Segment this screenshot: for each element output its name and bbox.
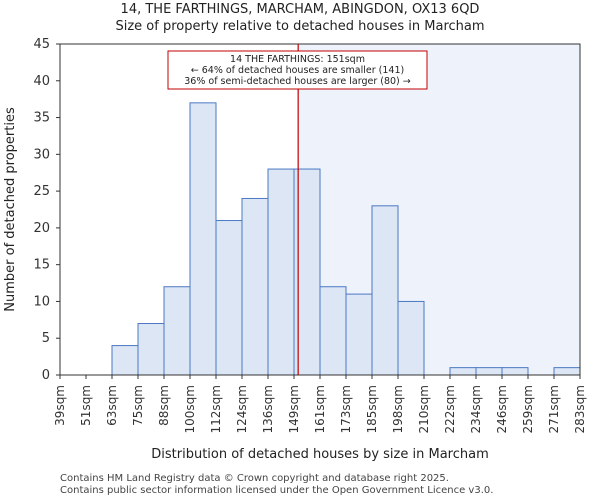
bar-198sqm: [397, 300, 425, 376]
chart-subtitle: Size of property relative to detached ho…: [115, 19, 485, 34]
y-tick-label: 30: [33, 147, 50, 162]
bar-112sqm: [215, 220, 243, 376]
annotation-box: [167, 50, 428, 90]
bar-222sqm: [449, 367, 477, 376]
x-tick-label: 39sqm: [53, 385, 67, 426]
bar-271sqm: [553, 367, 581, 376]
x-tick-label: 185sqm: [365, 385, 379, 433]
y-tick-label: 15: [33, 258, 50, 273]
footer-line-1: Contains HM Land Registry data © Crown c…: [60, 473, 449, 484]
x-tick-label: 75sqm: [131, 385, 145, 426]
y-tick-label: 5: [42, 331, 50, 346]
bar-88sqm: [163, 286, 191, 376]
x-tick-label: 246sqm: [495, 385, 509, 433]
x-tick-label: 100sqm: [183, 385, 197, 433]
y-axis-label: Number of detached properties: [3, 107, 18, 312]
y-tick-label: 20: [33, 221, 50, 236]
y-tick-label: 10: [33, 294, 50, 309]
y-tick-label: 25: [33, 184, 50, 199]
bar-100sqm: [189, 102, 217, 376]
bar-161sqm: [319, 286, 347, 376]
bar-75sqm: [137, 323, 165, 376]
x-tick-label: 51sqm: [79, 385, 93, 426]
annotation-line-3: 36% of semi-detached houses are larger (…: [184, 76, 411, 87]
x-tick-label: 222sqm: [443, 385, 457, 433]
y-tick-label: 0: [42, 368, 50, 383]
x-axis-label: Distribution of detached houses by size …: [151, 447, 489, 462]
x-tick-label: 136sqm: [261, 385, 275, 433]
y-tick-label: 40: [33, 74, 50, 89]
annotation-line-1: 14 THE FARTHINGS: 151sqm: [230, 54, 365, 65]
chart-title: 14, THE FARTHINGS, MARCHAM, ABINGDON, OX…: [120, 2, 480, 17]
bar-124sqm: [241, 197, 269, 376]
x-tick-label: 259sqm: [521, 385, 535, 433]
x-tick-label: 63sqm: [105, 385, 119, 426]
annotation-line-2: ← 64% of detached houses are smaller (14…: [191, 65, 404, 76]
y-tick-label: 45: [33, 37, 50, 52]
bar-246sqm: [501, 367, 529, 376]
x-tick-label: 173sqm: [339, 385, 353, 433]
x-tick-label: 271sqm: [547, 385, 561, 433]
x-tick-label: 234sqm: [469, 385, 483, 433]
x-tick-label: 198sqm: [391, 385, 405, 433]
x-tick-label: 88sqm: [157, 385, 171, 426]
x-tick-label: 124sqm: [235, 385, 249, 433]
bar-136sqm: [267, 168, 295, 376]
x-tick-label: 149sqm: [287, 385, 301, 433]
x-tick-label: 112sqm: [209, 385, 223, 433]
x-tick-label: 161sqm: [313, 385, 327, 433]
bar-185sqm: [371, 205, 399, 376]
x-tick-label: 283sqm: [573, 385, 587, 433]
x-tick-label: 210sqm: [417, 385, 431, 433]
bar-173sqm: [345, 293, 373, 376]
bar-234sqm: [475, 367, 503, 376]
y-tick-label: 35: [33, 111, 50, 126]
footer-line-2: Contains public sector information licen…: [60, 485, 494, 496]
bar-63sqm: [111, 345, 139, 376]
